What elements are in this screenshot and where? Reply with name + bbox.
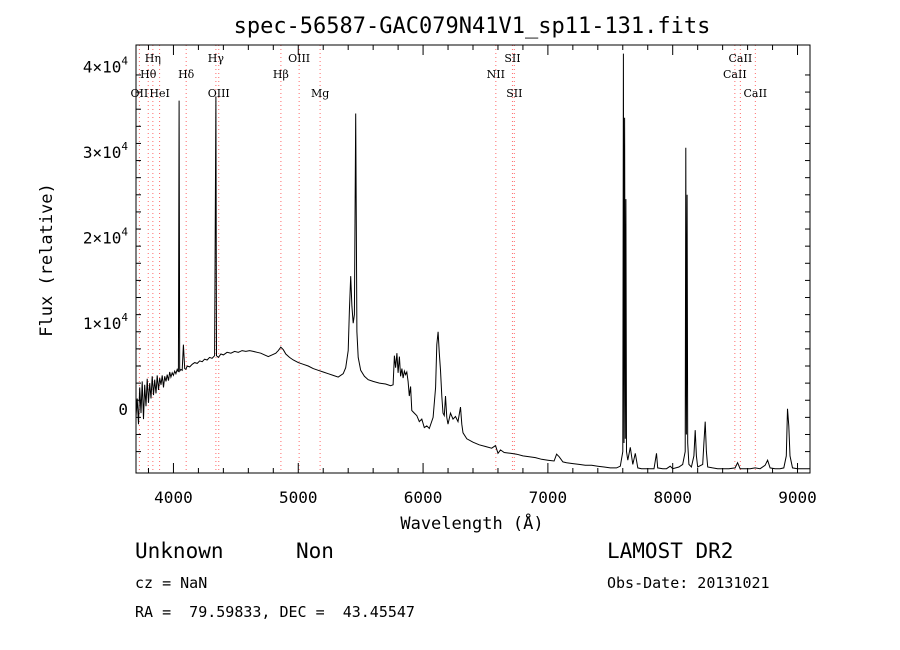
coordinates-readout: RA = 79.59833, DEC = 43.45547 [135,603,415,621]
spectral-line-label: CaII [723,68,747,81]
spectral-line-label: OIII [288,52,310,65]
x-tick-label: 6000 [404,488,443,507]
x-axis-label: Wavelength (Å) [400,512,543,534]
spectral-line-label: SII [506,87,522,100]
x-tick-label: 8000 [653,488,692,507]
spectral-line-label: Hθ [140,68,157,81]
spectrum-line [135,53,810,470]
plot-frame [135,44,811,474]
redshift-readout: cz = NaN [135,574,208,592]
spectral-line-label: NII [487,68,505,81]
spectral-line-labels: OIIHηHθHeIHδHγOIIIHβOIIIMgNIISIISIICaIIC… [131,52,768,100]
spectral-line-label: Hβ [273,68,289,81]
spectral-line-label: HeI [149,87,169,100]
spectral-line-label: Hη [145,52,161,65]
x-tick-label: 4000 [154,488,193,507]
spectral-line-label: OIII [208,87,230,100]
object-subclass: Non [296,539,334,563]
y-tick-label: 1×104 [83,311,129,333]
spectral-line-label: Mg [311,87,329,100]
spectral-line-label: CaII [743,87,767,100]
y-tick-label: 4×104 [83,54,129,76]
x-axis: 4000 5000 6000 7000 8000 9000 [147,45,817,507]
spectral-line-label: OII [131,87,149,100]
y-tick-label: 2×104 [83,226,129,248]
observation-date: Obs-Date: 20131021 [607,574,770,592]
spectral-line-label: Hγ [208,52,225,65]
y-axis-label: Flux (relative) [37,183,57,337]
chart-title: spec-56587-GAC079N41V1_sp11-131.fits [234,14,711,39]
object-class: Unknown [135,539,224,563]
x-tick-label: 9000 [778,488,817,507]
x-tick-label: 5000 [279,488,318,507]
spectral-line-label: Hδ [178,68,195,81]
x-tick-label: 7000 [529,488,568,507]
y-tick-label: 3×104 [83,140,129,162]
survey-name: LAMOST DR2 [607,539,734,563]
spectral-line-label: SII [504,52,520,65]
spectral-line-label: CaII [729,52,753,65]
y-axis: 0 1×104 2×104 3×104 4×104 [83,54,810,453]
spectral-line-markers [138,45,756,473]
y-tick-label: 0 [118,400,128,419]
